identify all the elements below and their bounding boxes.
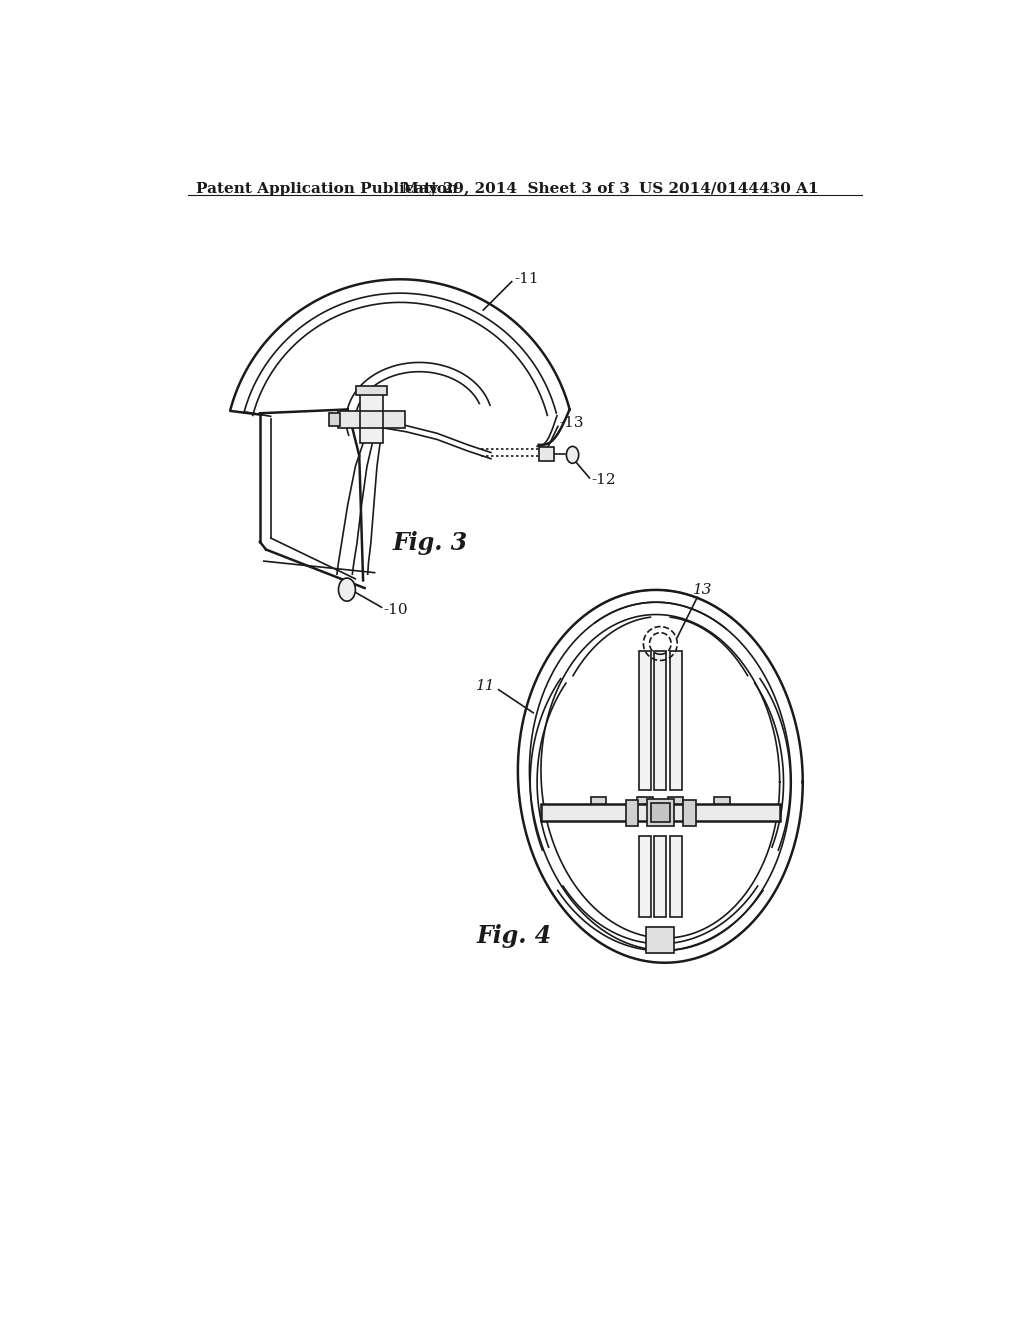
- Bar: [670, 651, 682, 789]
- Bar: [683, 800, 695, 826]
- Bar: [714, 797, 730, 804]
- Bar: [626, 800, 638, 826]
- Text: May 29, 2014  Sheet 3 of 3: May 29, 2014 Sheet 3 of 3: [401, 182, 630, 195]
- Text: Patent Application Publication: Patent Application Publication: [196, 182, 458, 195]
- Bar: [360, 393, 383, 444]
- Bar: [651, 803, 671, 822]
- Bar: [591, 797, 606, 804]
- Text: -13: -13: [559, 416, 584, 429]
- Bar: [670, 836, 682, 917]
- Text: 11: 11: [475, 678, 495, 693]
- Bar: [639, 836, 651, 917]
- Bar: [356, 387, 387, 395]
- Bar: [647, 799, 674, 826]
- Text: -12: -12: [591, 474, 615, 487]
- Text: -11: -11: [514, 272, 539, 286]
- Text: US 2014/0144430 A1: US 2014/0144430 A1: [639, 182, 818, 195]
- Ellipse shape: [566, 446, 579, 463]
- Text: Fig. 4: Fig. 4: [477, 924, 552, 948]
- Ellipse shape: [339, 578, 355, 601]
- Text: 13: 13: [693, 582, 713, 597]
- Bar: [654, 651, 667, 789]
- Text: -10: -10: [383, 603, 408, 618]
- Bar: [646, 927, 674, 953]
- Bar: [637, 797, 652, 804]
- Bar: [654, 836, 667, 917]
- Bar: [339, 411, 404, 428]
- Text: Fig. 3: Fig. 3: [392, 532, 468, 556]
- Bar: [539, 447, 554, 461]
- Bar: [668, 797, 683, 804]
- Bar: [330, 413, 340, 426]
- Bar: [639, 651, 651, 789]
- Bar: [541, 804, 779, 821]
